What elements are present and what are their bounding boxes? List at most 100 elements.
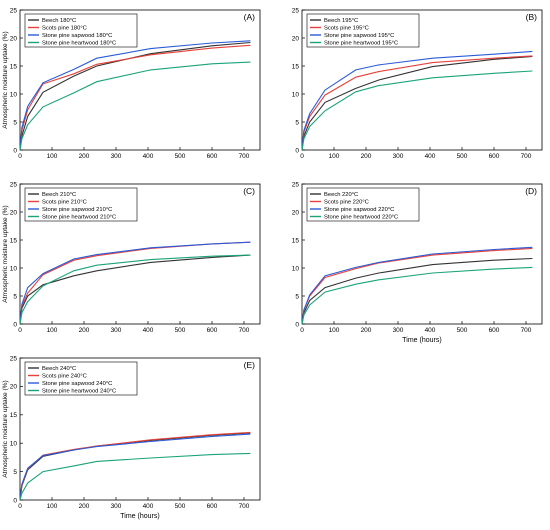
y-tick-label: 25 (10, 355, 18, 362)
y-tick-label: 25 (292, 7, 300, 14)
y-tick-label: 0 (295, 321, 299, 328)
x-tick-label: 100 (329, 327, 340, 334)
y-tick-label: 20 (292, 35, 300, 42)
panels-layer: 0 100 200 300 400 500 600 7000510152025Atmosphe… (2, 7, 543, 520)
chart-panel-e: 0 100 200 300 400 500 600 700 0 5 10 15 20 25 Atmosphe… (2, 355, 261, 520)
legend-entry-4: Stone pine heartwood 240°C (42, 389, 116, 395)
legend-entry-2: Scots pine 220°C (324, 200, 369, 206)
legend-entry-2: Scots pine 180°C (42, 26, 87, 32)
plot-frame (19, 9, 261, 151)
panel-label: (E) (244, 360, 256, 370)
panel-label: (A) (244, 12, 256, 22)
x-tick-label: 700 (239, 503, 250, 510)
y-tick-label: 25 (292, 181, 300, 188)
y-tick-label: 5 (13, 119, 17, 126)
series-line-4 (301, 266, 533, 325)
y-tick-label: 0 (295, 147, 299, 154)
legend-box (306, 187, 420, 222)
x-tick-label: 500 (175, 503, 186, 510)
x-axis-label: Time (hours) (402, 337, 441, 344)
y-tick-label: 20 (10, 35, 18, 42)
x-tick-label: 500 (175, 327, 186, 334)
x-tick-label: 100 (47, 327, 58, 334)
series-line-3 (301, 246, 533, 325)
legend-entry-4: Stone pine heartwood 210°C (42, 215, 116, 221)
y-tick-label: 15 (10, 237, 18, 244)
x-tick-label: 500 (457, 153, 468, 160)
panel-label: (D) (525, 186, 537, 196)
x-tick-label: 200 (361, 153, 372, 160)
x-tick-label: 0 (18, 153, 22, 160)
x-tick-label: 600 (207, 503, 218, 510)
x-tick-label: 300 (393, 153, 404, 160)
y-tick-label: 15 (10, 63, 18, 70)
x-tick-label: 400 (143, 153, 154, 160)
y-tick-label: 15 (292, 237, 300, 244)
legend-entry-1: Beech 180°C (42, 18, 76, 24)
series-line-3 (19, 40, 251, 151)
y-tick-label: 10 (10, 91, 18, 98)
x-tick-label: 0 (18, 327, 22, 334)
series-line-4 (19, 61, 251, 151)
x-tick-label: 600 (489, 153, 500, 160)
chart-panel-b: 0 100 200 300 400 500 600 700 0 5 10 15 20 25 (B) Beech… (292, 7, 543, 160)
y-tick-label: 15 (292, 63, 300, 70)
legend-entry-2: Scots pine 210°C (42, 200, 87, 206)
y-axis-label: Atmospheric moisture uptake (%) (2, 205, 9, 302)
y-tick-label: 5 (295, 119, 299, 126)
plot-frame (19, 183, 261, 325)
x-tick-label: 200 (79, 327, 90, 334)
x-tick-label: 700 (521, 327, 532, 334)
x-tick-label: 300 (111, 327, 122, 334)
series-line-3 (301, 50, 533, 151)
series-line-2 (19, 44, 251, 151)
series-line-1 (19, 254, 251, 325)
legend-entry-1: Beech 210°C (42, 192, 76, 198)
y-tick-label: 25 (10, 7, 18, 14)
x-axis-label: Time (hours) (120, 513, 159, 520)
x-tick-label: 400 (425, 153, 436, 160)
legend-entry-1: Beech 240°C (42, 366, 76, 372)
x-tick-label: 500 (175, 153, 186, 160)
legend-entry-1: Beech 220°C (324, 192, 358, 198)
y-tick-label: 10 (10, 441, 18, 448)
plot-frame (301, 9, 543, 151)
chart-panel-c: 0 100 200 300 400 500 600 700 0 5 10 15 20 25 Atmosphe… (2, 181, 261, 334)
legend-entry-3: Stone pine sapwood 195°C (324, 33, 394, 39)
x-tick-label: 100 (47, 503, 58, 510)
x-tick-label: 100 (329, 153, 340, 160)
chart-panel-a: 0 100 200 300 400 500 600 700 0 5 10 15 20 25 Atmosphe… (2, 7, 261, 160)
y-tick-label: 20 (292, 209, 300, 216)
x-tick-label: 0 (18, 503, 22, 510)
y-tick-label: 0 (13, 147, 17, 154)
y-tick-label: 5 (295, 293, 299, 300)
y-tick-label: 0 (13, 497, 17, 504)
x-tick-label: 400 (425, 327, 436, 334)
x-tick-label: 0 (300, 153, 304, 160)
legend-entry-4: Stone pine heartwood 220°C (324, 215, 398, 221)
y-tick-label: 10 (292, 265, 300, 272)
panel-label: (B) (526, 12, 538, 22)
panel-label: (C) (243, 186, 255, 196)
y-tick-label: 10 (292, 91, 300, 98)
x-tick-label: 600 (207, 327, 218, 334)
legend-box (24, 361, 138, 396)
y-tick-label: 20 (10, 209, 18, 216)
x-tick-label: 600 (489, 327, 500, 334)
x-tick-label: 200 (361, 327, 372, 334)
plot-frame (19, 357, 261, 501)
series-line-2 (301, 55, 533, 151)
legend-entry-4: Stone pine heartwood 195°C (324, 41, 398, 47)
legend-entry-3: Stone pine sapwood 180°C (42, 33, 112, 39)
y-tick-label: 5 (13, 293, 17, 300)
series-line-4 (19, 452, 251, 501)
legend-entry-2: Scots pine 240°C (42, 374, 87, 380)
y-tick-label: 10 (10, 265, 18, 272)
y-axis-label: Atmospheric moisture uptake (%) (2, 380, 9, 477)
legend-entry-3: Stone pine sapwood 220°C (324, 207, 394, 213)
series-line-1 (301, 55, 533, 151)
